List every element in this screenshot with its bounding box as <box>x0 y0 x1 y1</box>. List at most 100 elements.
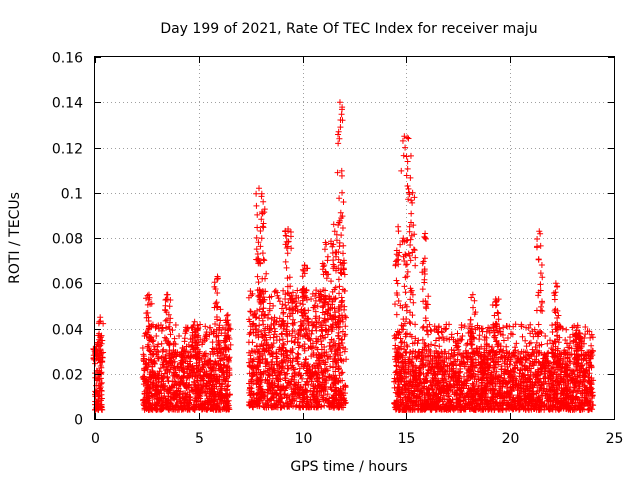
data-point <box>178 374 185 381</box>
data-point <box>193 339 200 346</box>
data-point <box>149 363 156 370</box>
data-point <box>301 262 308 269</box>
data-point <box>262 363 269 370</box>
data-point <box>518 323 525 330</box>
data-point <box>189 339 196 346</box>
data-point <box>500 324 507 331</box>
data-point <box>256 292 263 299</box>
data-point <box>335 365 342 372</box>
data-point <box>223 364 230 371</box>
data-point <box>281 369 288 376</box>
data-point <box>253 314 260 321</box>
data-point <box>150 384 157 391</box>
data-point <box>98 379 105 386</box>
data-point <box>144 343 151 350</box>
data-point <box>158 372 165 379</box>
data-point <box>197 391 204 398</box>
data-point <box>320 263 327 270</box>
data-point <box>329 324 336 331</box>
data-point <box>208 372 215 379</box>
data-point <box>329 243 336 250</box>
data-point <box>155 379 162 386</box>
data-point <box>544 340 551 347</box>
data-point <box>216 346 223 353</box>
data-point <box>269 358 276 365</box>
data-point <box>166 342 173 349</box>
data-point <box>214 303 221 310</box>
data-point <box>288 365 295 372</box>
data-point <box>291 381 298 388</box>
data-point <box>144 292 151 299</box>
data-point <box>315 290 322 297</box>
data-point <box>335 131 342 138</box>
data-point <box>247 402 254 409</box>
data-point <box>259 223 266 230</box>
data-point <box>166 326 173 333</box>
data-point <box>289 327 296 334</box>
data-point <box>260 299 267 306</box>
data-point <box>266 300 273 307</box>
data-point <box>257 371 264 378</box>
data-point <box>161 393 168 400</box>
data-point <box>534 366 541 373</box>
data-point <box>254 390 261 397</box>
data-point <box>322 296 329 303</box>
data-point <box>191 373 198 380</box>
data-point <box>322 269 329 276</box>
data-point <box>277 391 284 398</box>
data-point <box>320 396 327 403</box>
data-point <box>164 291 171 298</box>
data-point <box>337 390 344 397</box>
data-point <box>226 391 233 398</box>
data-point <box>336 99 343 106</box>
data-point <box>220 369 227 376</box>
data-point <box>301 295 308 302</box>
data-point <box>286 274 293 281</box>
data-point <box>503 343 510 350</box>
data-point <box>337 124 344 131</box>
data-point <box>299 333 306 340</box>
data-point <box>186 394 193 401</box>
data-point <box>184 402 191 409</box>
data-point <box>191 318 198 325</box>
data-point <box>259 333 266 340</box>
data-point <box>290 321 297 328</box>
data-point <box>276 298 283 305</box>
data-point <box>260 256 267 263</box>
data-point <box>321 376 328 383</box>
data-point <box>335 128 342 135</box>
data-point <box>504 335 511 342</box>
data-point <box>141 399 148 406</box>
data-point <box>145 291 152 298</box>
data-point <box>261 257 268 264</box>
data-point <box>312 315 319 322</box>
data-point <box>305 344 312 351</box>
data-point <box>283 264 290 271</box>
data-point <box>256 322 263 329</box>
data-point <box>97 356 104 363</box>
data-point <box>165 311 172 318</box>
data-point <box>503 388 510 395</box>
data-point <box>526 340 533 347</box>
data-point <box>313 403 320 410</box>
data-point <box>97 380 104 387</box>
data-point <box>282 258 289 265</box>
data-point <box>162 357 169 364</box>
data-point <box>217 306 224 313</box>
data-point <box>310 382 317 389</box>
data-point <box>294 385 301 392</box>
data-point <box>179 353 186 360</box>
data-point <box>271 369 278 376</box>
data-point <box>100 320 107 327</box>
data-point <box>224 397 231 404</box>
data-point <box>164 374 171 381</box>
data-point <box>319 352 326 359</box>
data-point <box>338 232 345 239</box>
data-point <box>299 266 306 273</box>
data-point <box>325 301 332 308</box>
data-point <box>260 198 267 205</box>
data-point <box>589 334 596 341</box>
data-point <box>319 332 326 339</box>
data-point <box>218 330 225 337</box>
data-point <box>270 394 277 401</box>
